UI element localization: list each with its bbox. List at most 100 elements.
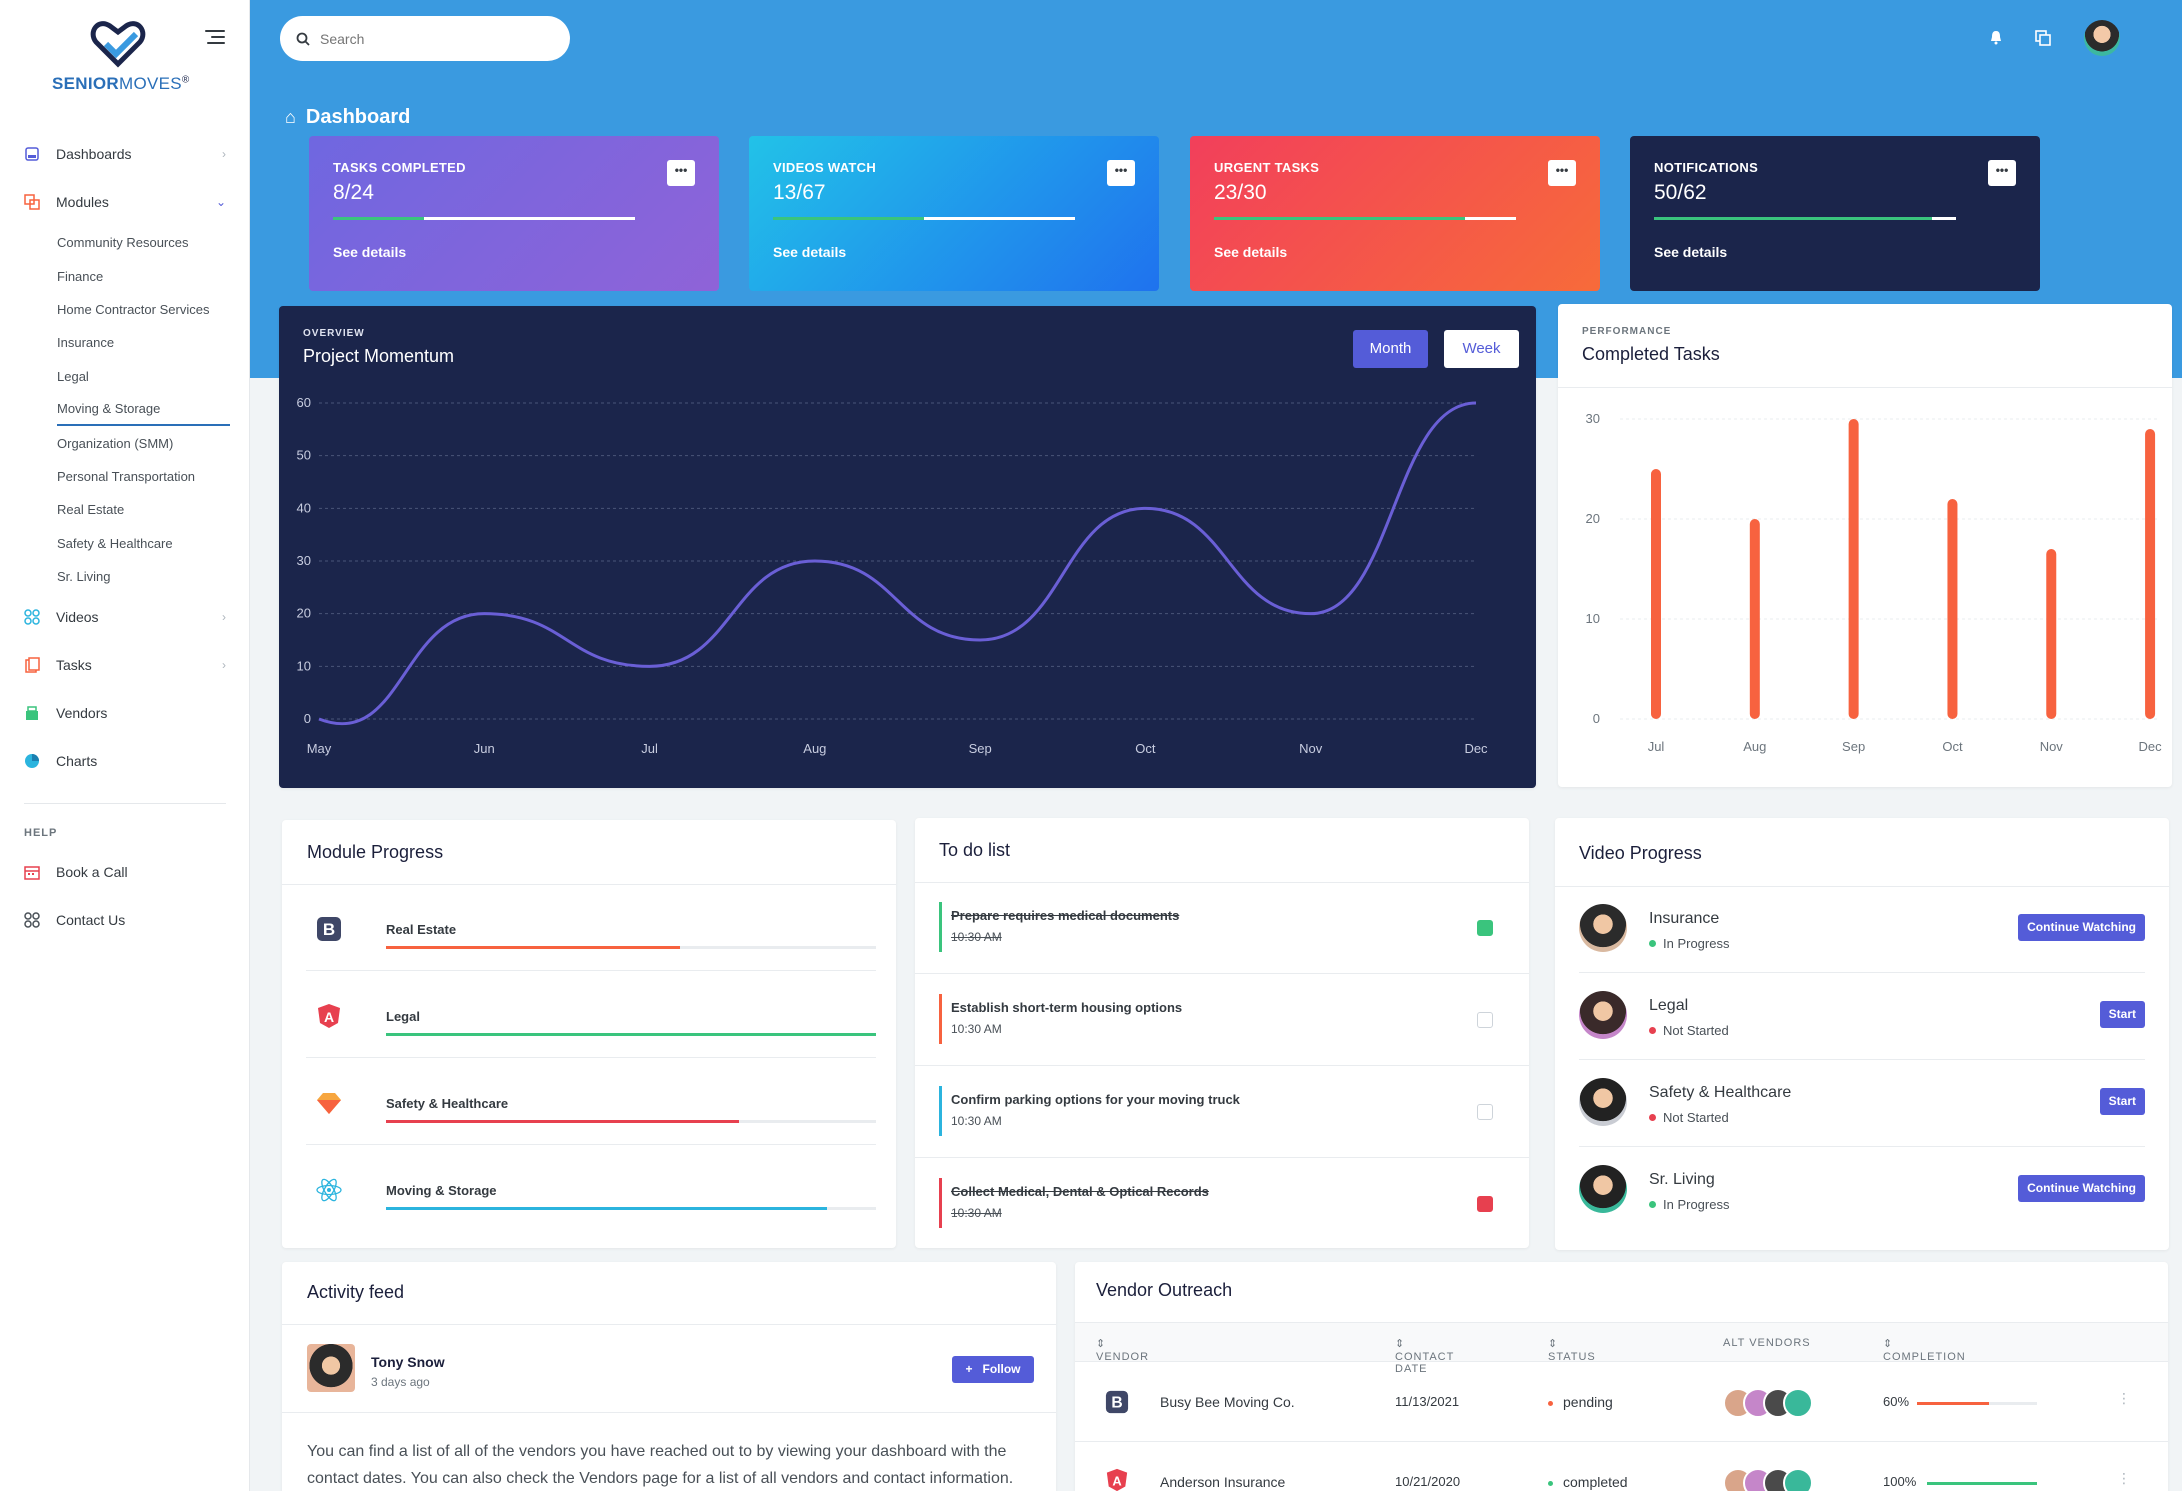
vendor-outreach-title: Vendor Outreach: [1096, 1280, 1233, 1300]
see-details-link[interactable]: See details: [773, 244, 847, 260]
y-tick-label: 10: [297, 658, 311, 673]
todo-item-title: Prepare requires medical documents: [951, 908, 1180, 923]
search-input[interactable]: [320, 30, 540, 47]
submenu-item[interactable]: Home Contractor Services: [57, 301, 210, 317]
submenu-item[interactable]: Legal: [57, 368, 89, 384]
more-vertical-icon[interactable]: ⋮: [2117, 1470, 2131, 1486]
x-tick-label: Nov: [1299, 741, 1323, 756]
sidebar-item-videos[interactable]: Videos ›: [0, 593, 250, 641]
see-details-link[interactable]: See details: [333, 244, 407, 260]
column-header-completion[interactable]: COMPLETION ⇕: [1883, 1338, 1966, 1363]
column-header-vendor[interactable]: VENDOR ⇕: [1096, 1338, 1150, 1363]
todo-checkbox[interactable]: [1477, 1012, 1493, 1028]
sidebar-nav: Dashboards › Modules ⌄ Community Resourc…: [0, 130, 250, 944]
see-details-link[interactable]: See details: [1654, 244, 1728, 260]
submenu-item[interactable]: Personal Transportation: [57, 468, 196, 484]
bar: [2046, 549, 2057, 719]
sidebar-item-book-call[interactable]: Book a Call: [0, 848, 250, 896]
continue-watching-button[interactable]: Continue Watching: [2018, 914, 2145, 941]
submenu-item[interactable]: Community Resources: [57, 235, 189, 251]
x-tick-label: Oct: [1942, 739, 1963, 754]
y-tick-label: 50: [297, 448, 311, 463]
submenu-item[interactable]: Finance: [57, 268, 104, 284]
submenu-item[interactable]: Sr. Living: [57, 569, 111, 585]
module-name: Safety & Healthcare: [386, 1096, 509, 1111]
sketch-icon: [317, 1093, 341, 1114]
module-progress-bar: [386, 1120, 876, 1123]
video-row: Sr. Living In Progress Continue Watching: [1579, 1147, 2145, 1234]
module-row[interactable]: Moving & Storage: [306, 1145, 876, 1232]
pie-chart-icon: [25, 754, 39, 769]
continue-watching-button[interactable]: Continue Watching: [2018, 1175, 2145, 1202]
submenu-item-active[interactable]: Moving & Storage: [57, 393, 230, 427]
videos-icon: [24, 609, 40, 626]
more-options-button[interactable]: •••: [1107, 160, 1135, 186]
todo-panel: To do list Prepare requires medical docu…: [915, 818, 1529, 1248]
sidebar-item-tasks[interactable]: Tasks ›: [0, 641, 250, 689]
see-details-link[interactable]: See details: [1214, 244, 1288, 260]
submenu-item[interactable]: Organization (SMM): [57, 435, 174, 451]
month-button[interactable]: Month: [1353, 330, 1428, 368]
search-box[interactable]: [280, 16, 570, 61]
completion-value: 100%: [1883, 1474, 1917, 1489]
sidebar-item-charts[interactable]: Charts: [0, 737, 250, 785]
sidebar-divider: [24, 803, 226, 805]
sidebar-item-dashboards[interactable]: Dashboards ›: [0, 130, 250, 178]
x-tick-label: Oct: [1135, 741, 1156, 756]
module-row[interactable]: B Real Estate: [306, 884, 876, 971]
overview-title: Project Momentum: [303, 346, 455, 366]
help-section-label: HELP: [24, 827, 58, 840]
sidebar-item-vendors[interactable]: Vendors: [0, 689, 250, 737]
more-options-button[interactable]: •••: [1548, 160, 1576, 186]
sidebar-item-contact-us[interactable]: Contact Us: [0, 896, 250, 944]
sidebar-item-modules[interactable]: Modules ⌄: [0, 178, 250, 226]
sidebar-item-label: Modules: [56, 194, 109, 210]
line-chart: 0 10 20 30 40 50 60 May Jun Jul Aug Sep Oct Nov Dec: [297, 395, 1489, 756]
video-row: Safety & Healthcare Not Started Start: [1579, 1060, 2145, 1147]
todo-item-time: 10:30 AM: [951, 1022, 1002, 1036]
stat-progress-bar: [773, 217, 1075, 220]
sidebar: SENIORMOVES® Dashboards › Modules ⌄ Comm…: [0, 0, 250, 1491]
more-options-button[interactable]: •••: [1988, 160, 2016, 186]
column-header-status[interactable]: STATUS ⇕: [1548, 1338, 1596, 1363]
angular-icon: A: [318, 1004, 340, 1028]
submenu-item[interactable]: Safety & Healthcare: [57, 535, 173, 551]
x-tick-label: Sep: [969, 741, 992, 756]
user-avatar[interactable]: [2084, 20, 2120, 56]
start-button[interactable]: Start: [2099, 1001, 2145, 1028]
week-button[interactable]: Week: [1444, 330, 1519, 368]
bar: [1651, 469, 1661, 719]
more-vertical-icon[interactable]: ⋮: [2117, 1390, 2131, 1406]
module-row[interactable]: Safety & Healthcare: [306, 1058, 876, 1145]
submenu-item[interactable]: Real Estate: [57, 502, 125, 518]
x-tick-label: Aug: [803, 741, 826, 756]
menu-toggle-icon[interactable]: [205, 30, 225, 44]
performance-subtitle: PERFORMANCE: [1582, 326, 1672, 337]
stat-progress-bar: [333, 217, 635, 220]
panel-divider: [282, 884, 896, 885]
todo-checkbox[interactable]: [1477, 1196, 1493, 1212]
video-name: Sr. Living: [1649, 1171, 1715, 1188]
y-tick-label: 30: [297, 553, 311, 568]
more-options-button[interactable]: •••: [667, 160, 695, 186]
todo-item: Confirm parking options for your moving …: [915, 1066, 1529, 1158]
follow-button[interactable]: + Follow: [952, 1356, 1034, 1383]
brand-logo[interactable]: SENIORMOVES®: [30, 20, 210, 100]
sidebar-item-label: Tasks: [56, 657, 92, 674]
todo-checkbox[interactable]: [1477, 920, 1493, 936]
module-row[interactable]: A Legal: [306, 971, 876, 1058]
todo-accent-bar: [939, 1178, 942, 1228]
video-status: In Progress: [1649, 936, 1729, 951]
completion-value: 60%: [1883, 1394, 1910, 1409]
sidebar-item-label: Contact Us: [56, 912, 126, 929]
video-avatar: [1579, 904, 1627, 952]
start-button[interactable]: Start: [2099, 1088, 2145, 1115]
todo-item-title: Establish short-term housing options: [951, 1000, 1183, 1015]
bell-icon[interactable]: [1986, 28, 2006, 48]
column-header-contact-date[interactable]: CONTACT DATE ⇕: [1395, 1338, 1455, 1375]
video-avatar: [1579, 991, 1627, 1039]
x-tick-label: Jun: [474, 741, 495, 756]
copy-icon[interactable]: [2033, 28, 2053, 48]
todo-checkbox[interactable]: [1477, 1104, 1493, 1120]
submenu-item[interactable]: Insurance: [57, 335, 115, 351]
